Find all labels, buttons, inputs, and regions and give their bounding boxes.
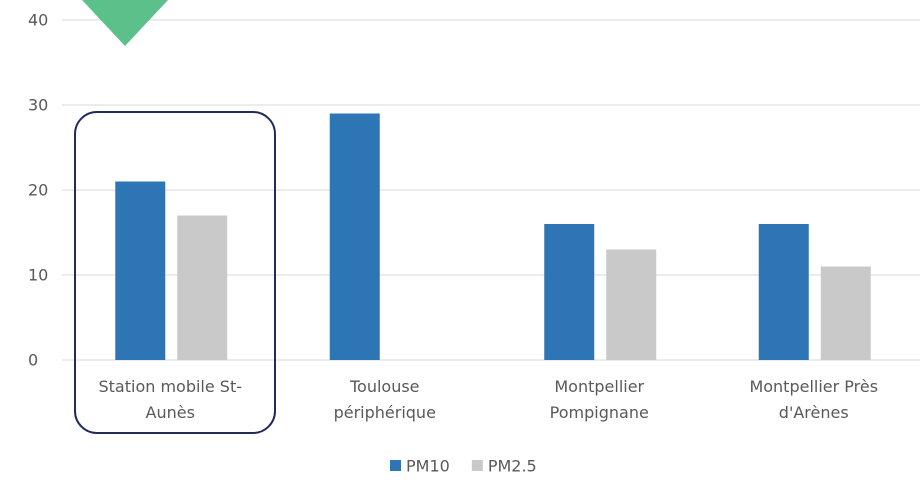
marker-triangle <box>82 0 168 46</box>
bar <box>329 113 380 360</box>
y-tick-label: 0 <box>28 351 38 370</box>
bar <box>820 266 871 360</box>
legend-swatch <box>390 460 401 471</box>
x-tick-label: Toulouse périphérique <box>333 377 436 422</box>
y-tick-label: 10 <box>28 266 48 285</box>
legend-swatch <box>471 460 483 471</box>
bar <box>115 181 166 360</box>
legend-label: PM2.5 <box>488 457 537 476</box>
x-tick-label: Montpellier Près d'Arènes <box>749 377 879 422</box>
highlight-box <box>74 111 276 434</box>
bar <box>177 215 228 360</box>
bar <box>544 224 595 360</box>
bar <box>758 224 809 360</box>
y-tick-label: 30 <box>28 96 48 115</box>
y-tick-label: 40 <box>28 11 48 30</box>
bar <box>606 249 657 360</box>
x-tick-label: Station mobile St-Aunès <box>98 377 243 422</box>
legend-label: PM10 <box>406 457 450 476</box>
y-tick-label: 20 <box>28 181 48 200</box>
x-tick-label: Montpellier Pompignane <box>549 377 649 422</box>
